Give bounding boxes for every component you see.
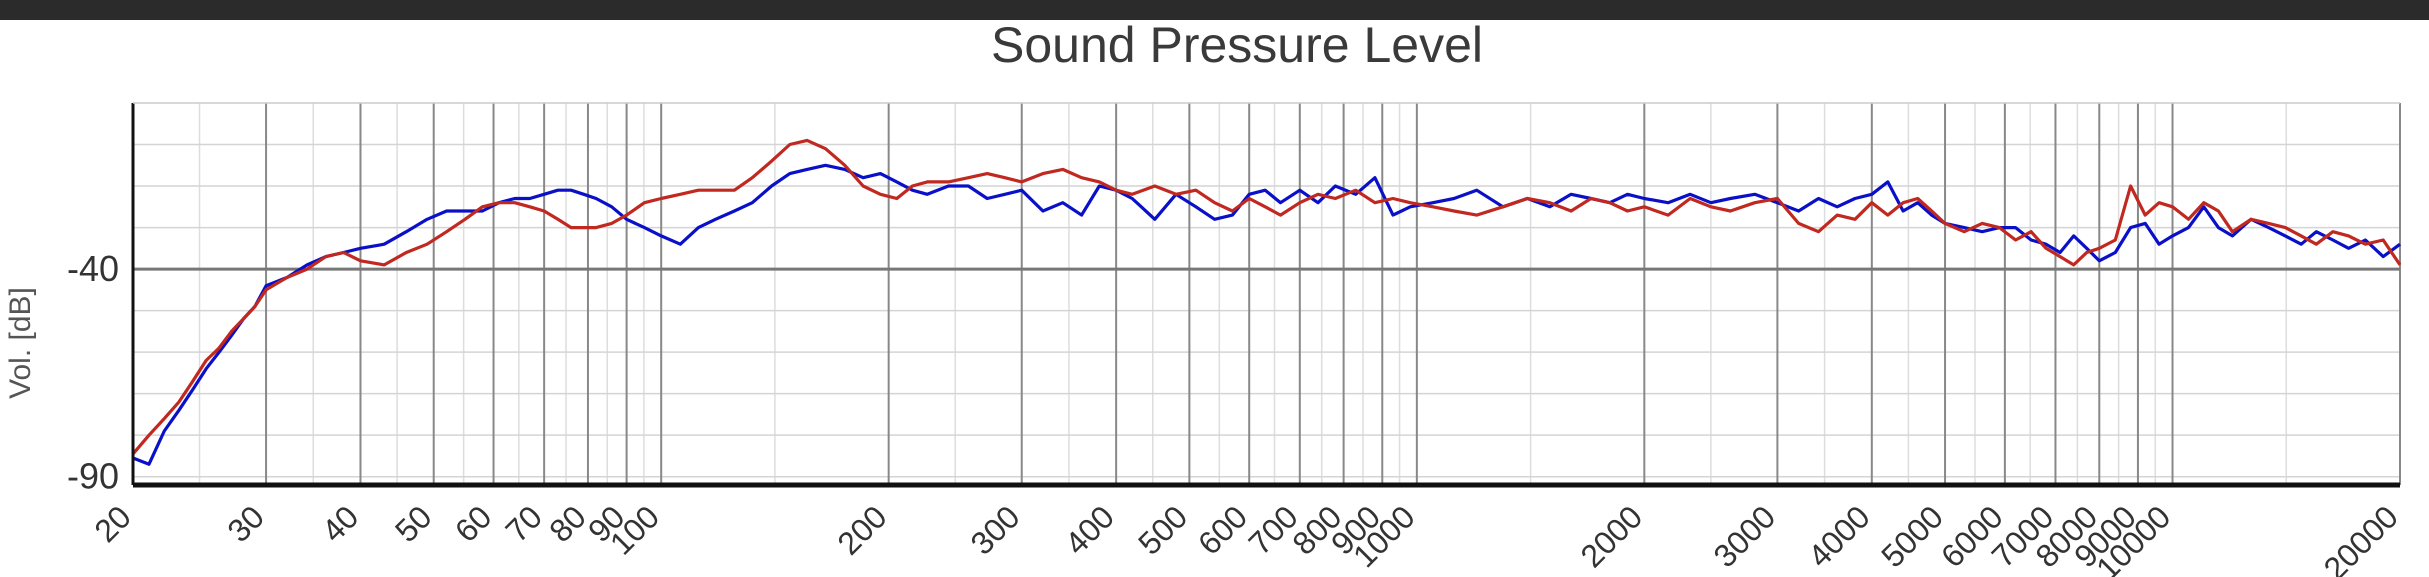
x-tick-label: 20 bbox=[87, 498, 138, 549]
x-tick-label: 20000 bbox=[2317, 498, 2405, 577]
x-tick-label: 5000 bbox=[1874, 498, 1950, 574]
x-tick-label: 60 bbox=[448, 498, 499, 549]
series-line-1 bbox=[132, 163, 2401, 466]
chart-title: Sound Pressure Level bbox=[991, 17, 1483, 73]
x-tick-label: 4000 bbox=[1801, 498, 1877, 574]
series-line-2 bbox=[131, 138, 2402, 455]
x-tick-label: 500 bbox=[1131, 498, 1194, 561]
x-tick-label: 3000 bbox=[1707, 498, 1783, 574]
x-tick-label: 50 bbox=[388, 498, 439, 549]
window-top-bar bbox=[0, 0, 2429, 20]
series-layer bbox=[131, 138, 2402, 466]
x-tick-label: 300 bbox=[963, 498, 1026, 561]
minor-grid bbox=[133, 103, 2400, 485]
y-tick-label: -90 bbox=[67, 456, 119, 497]
x-tick-label: 30 bbox=[220, 498, 271, 549]
y-tick-label: -40 bbox=[67, 248, 119, 289]
x-tick-label: 600 bbox=[1191, 498, 1254, 561]
x-tick-label: 400 bbox=[1058, 498, 1121, 561]
y-tick-labels: -40 -90 bbox=[67, 248, 119, 497]
x-tick-label: 200 bbox=[830, 498, 893, 561]
x-tick-label: 2000 bbox=[1573, 498, 1649, 574]
axes bbox=[131, 102, 2400, 488]
x-tick-label: 40 bbox=[315, 498, 366, 549]
y-axis-label: Vol. [dB] bbox=[4, 287, 37, 399]
major-grid bbox=[132, 103, 2401, 485]
